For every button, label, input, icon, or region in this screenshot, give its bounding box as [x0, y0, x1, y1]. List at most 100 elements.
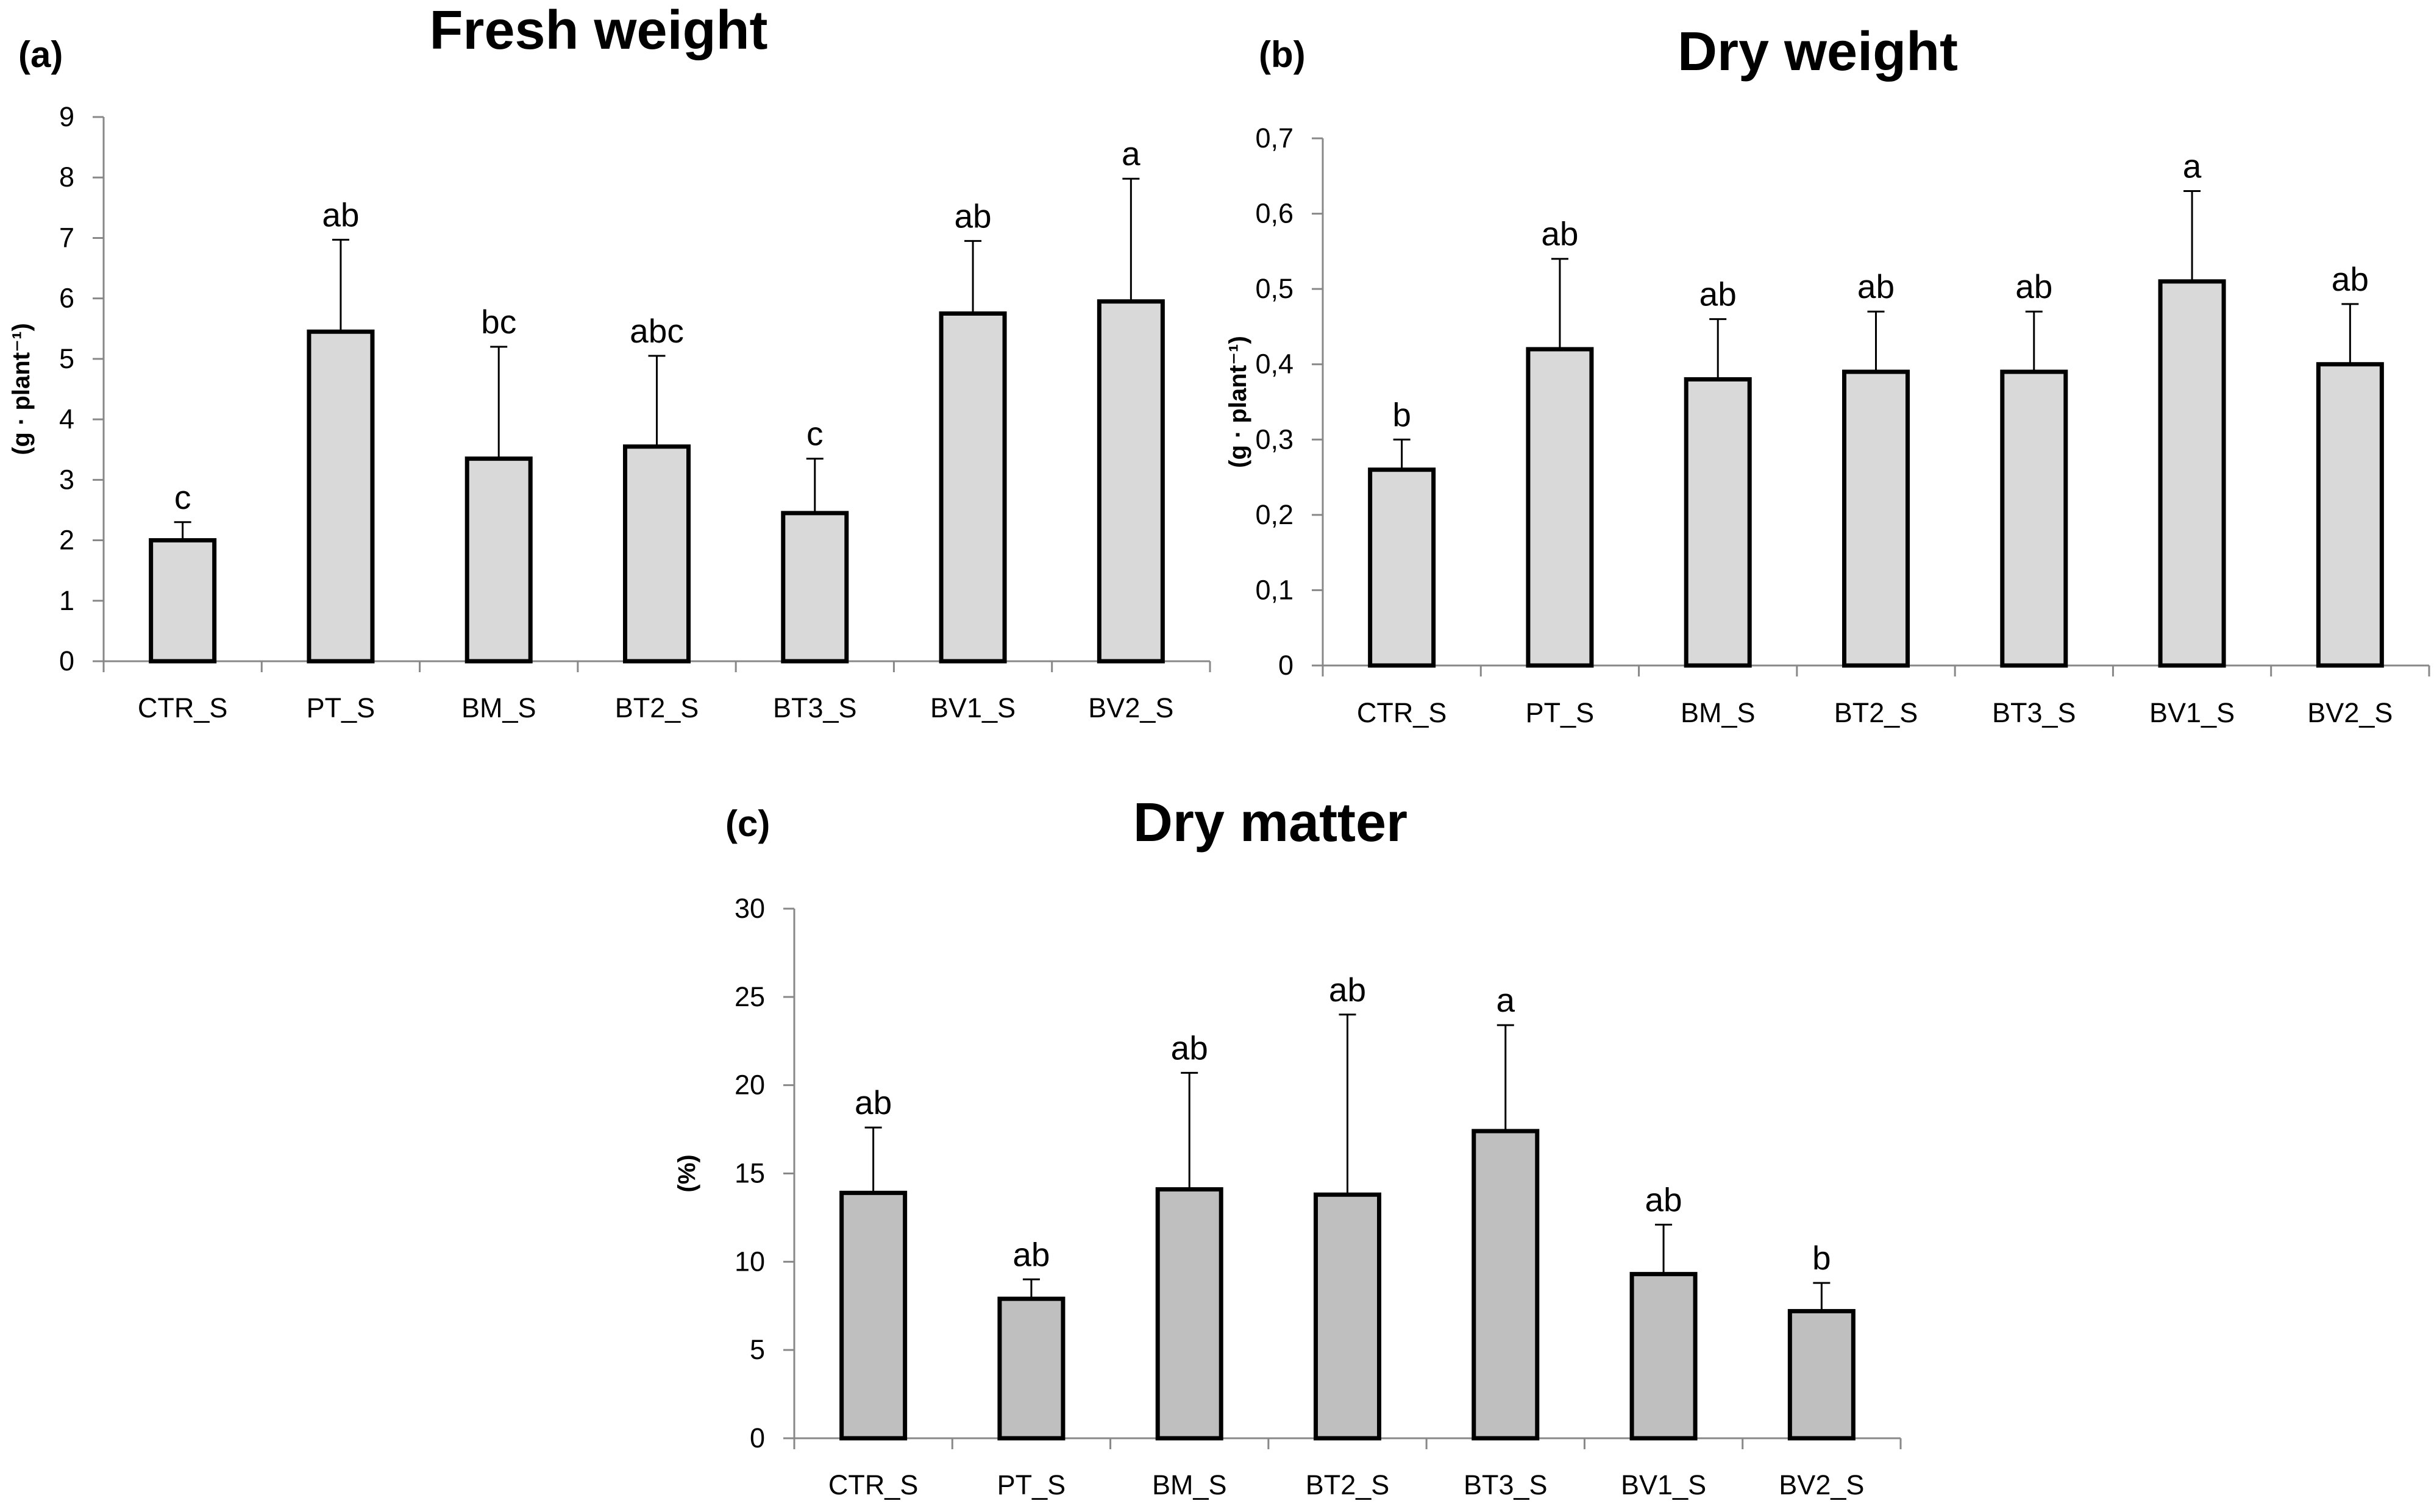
bar-b-pt-s — [1526, 347, 1594, 668]
y-tick-label-c: 5 — [750, 1334, 765, 1365]
x-tick-label-b: PT_S — [1526, 697, 1595, 728]
y-axis-label-c: (%) — [674, 1154, 700, 1192]
y-axis-label-a: (g · plant⁻¹) — [8, 323, 35, 455]
significance-letter-b: ab — [1541, 215, 1578, 253]
bar-a-pt-s — [307, 329, 375, 664]
y-tick-label-a: 0 — [59, 645, 74, 676]
significance-letter-a: abc — [630, 312, 684, 350]
chart-title-c: Dry matter — [1133, 792, 1407, 853]
y-tick-label-a: 6 — [59, 283, 74, 314]
y-axis-label-b: (g · plant⁻¹) — [1225, 336, 1251, 468]
bar-b-bm-s — [1684, 377, 1752, 668]
y-tick-label-b: 0,4 — [1255, 349, 1294, 380]
significance-letter-c: ab — [1645, 1181, 1682, 1219]
bar-b-bv1-s — [2158, 279, 2226, 668]
bar-c-ctr-s — [839, 1190, 908, 1441]
y-tick-label-a: 9 — [59, 101, 74, 132]
significance-letter-b: ab — [1857, 268, 1895, 305]
x-tick-label-a: CTR_S — [138, 692, 228, 723]
x-tick-label-a: BV1_S — [930, 692, 1016, 723]
y-tick-label-c: 30 — [735, 893, 765, 924]
bar-a-bt3-s — [781, 511, 849, 664]
significance-letter-c: b — [1812, 1239, 1831, 1277]
significance-letter-a: ab — [322, 196, 359, 233]
x-tick-label-a: BV2_S — [1088, 692, 1173, 723]
bar-b-bt2-s — [1842, 369, 1910, 668]
panel-c-dry-matter: (c) Dry matter(%)051015202530abCTR_SabPT_… — [674, 792, 1902, 1500]
bar-a-bt2-s — [623, 444, 691, 664]
x-tick-label-a: BM_S — [461, 692, 536, 723]
significance-letter-c: ab — [1012, 1235, 1050, 1273]
bar-c-bt3-s — [1471, 1129, 1540, 1441]
y-tick-label-a: 2 — [59, 525, 74, 556]
y-tick-label-a: 4 — [59, 403, 74, 435]
panel-a-fresh-weight: (a) Fresh weight (g · plant⁻¹) 0 1 2 3 4 5 6 7 8 9 c C… — [8, 0, 1211, 723]
bar-c-bt2-s — [1314, 1192, 1381, 1441]
x-tick-label-c: PT_S — [997, 1469, 1066, 1500]
significance-letter-c: ab — [1171, 1029, 1208, 1067]
significance-letter-a: a — [1122, 135, 1140, 172]
significance-letter-b: a — [2183, 147, 2202, 185]
significance-letter-c: ab — [1329, 971, 1366, 1009]
bar-c-bv2-s — [1787, 1308, 1856, 1441]
panel-label-a: (a) — [18, 34, 63, 75]
y-tick-label-c: 15 — [735, 1158, 765, 1189]
y-tick-label-c: 20 — [735, 1070, 765, 1101]
bar-b-ctr-s — [1368, 467, 1436, 668]
y-tick-label-c: 10 — [735, 1246, 765, 1277]
bar-c-bm-s — [1155, 1187, 1223, 1441]
chart-title-b: Dry weight — [1678, 21, 1958, 82]
bar-a-bv1-s — [939, 311, 1007, 664]
y-tick-label-b: 0,2 — [1255, 499, 1294, 530]
significance-letter-c: a — [1496, 981, 1515, 1019]
significance-letter-c: ab — [855, 1084, 892, 1121]
bar-a-bm-s — [464, 456, 533, 664]
x-tick-label-b: BT3_S — [1992, 697, 2076, 728]
y-tick-label-b: 0,3 — [1255, 424, 1294, 455]
x-tick-label-b: BM_S — [1681, 697, 1756, 728]
panel-b-dry-weight: (b) Dry weight (g · plant⁻¹) 0 0,1 0,2 0,3 0,4 0… — [1225, 21, 2430, 728]
y-tick-label-b: 0,5 — [1255, 273, 1294, 304]
y-tick-label-b: 0 — [1278, 650, 1294, 681]
significance-letter-b: b — [1392, 396, 1411, 433]
bar-a-bv2-s — [1097, 299, 1165, 664]
significance-letter-b: ab — [1699, 275, 1737, 313]
bar-c-bv1-s — [1629, 1272, 1698, 1441]
bar-b-bv2-s — [2316, 362, 2384, 668]
panel-label-c: (c) — [725, 803, 770, 844]
x-tick-label-c: BM_S — [1152, 1469, 1227, 1500]
x-tick-label-c: BV2_S — [1779, 1469, 1864, 1500]
x-tick-label-c: BV1_S — [1621, 1469, 1706, 1500]
y-tick-label-a: 8 — [59, 161, 74, 193]
y-tick-label-b: 0,6 — [1255, 198, 1294, 229]
x-tick-label-b: CTR_S — [1357, 697, 1447, 728]
x-tick-label-a: BT2_S — [615, 692, 699, 723]
x-tick-label-b: BV1_S — [2149, 697, 2235, 728]
y-tick-label-b: 0,1 — [1255, 574, 1294, 605]
x-tick-label-a: BT3_S — [773, 692, 857, 723]
y-tick-label-c: 25 — [735, 981, 765, 1012]
bar-a-ctr-s — [149, 538, 217, 664]
bar-b-bt3-s — [2000, 369, 2068, 668]
x-tick-label-c: BT2_S — [1306, 1469, 1390, 1500]
x-tick-label-c: CTR_S — [828, 1469, 919, 1500]
y-tick-label-a: 3 — [59, 464, 74, 495]
y-tick-label-a: 1 — [59, 585, 74, 616]
significance-letter-a: c — [806, 415, 824, 453]
x-tick-label-b: BV2_S — [2307, 697, 2393, 728]
y-tick-label-a: 5 — [59, 343, 74, 374]
bar-c-pt-s — [997, 1296, 1066, 1441]
panel-label-b: (b) — [1259, 34, 1306, 75]
x-tick-label-c: BT3_S — [1464, 1469, 1548, 1500]
significance-letter-a: bc — [481, 303, 516, 341]
chart-title-a: Fresh weight — [429, 0, 767, 61]
y-tick-label-c: 0 — [750, 1422, 765, 1453]
significance-letter-b: ab — [2332, 260, 2369, 298]
significance-letter-a: c — [174, 478, 191, 516]
y-tick-label-a: 7 — [59, 222, 74, 253]
significance-letter-a: ab — [954, 197, 991, 235]
x-tick-label-a: PT_S — [307, 692, 375, 723]
x-tick-label-b: BT2_S — [1834, 697, 1918, 728]
